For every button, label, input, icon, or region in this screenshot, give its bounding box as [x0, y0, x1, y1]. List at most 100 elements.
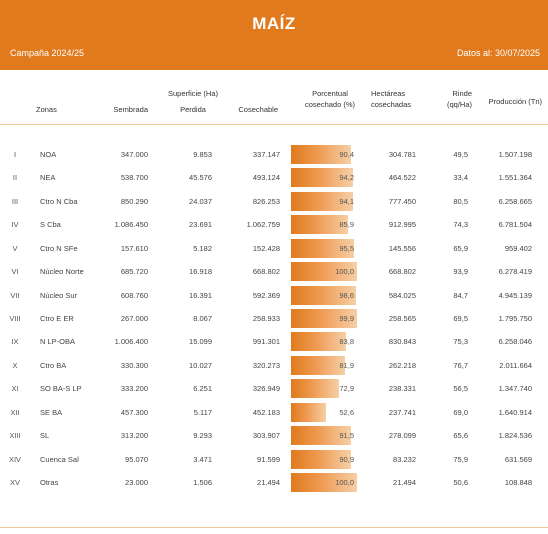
hectareas-value: 21.494 [393, 478, 416, 488]
perdida-value: 16.918 [189, 267, 212, 277]
page-title: MAÍZ [252, 14, 296, 33]
pct-label: 72,9 [339, 384, 354, 394]
produccion-value: 1.507.198 [498, 150, 532, 159]
pct-bar-track: 100,0 [291, 262, 357, 282]
row-number: IX [11, 337, 19, 347]
hectareas-value: 238.331 [388, 384, 416, 394]
footer-divider [0, 527, 548, 528]
pct-bar [291, 379, 340, 399]
pct-label: 90,9 [339, 454, 354, 464]
campaign-label: Campaña 2024/25 [10, 48, 85, 58]
table-row: II NEA 538.700 45.576 493.124 94,2 464.522 33,4… [0, 166, 548, 189]
col-header-hectareas-line2: cosechadas [371, 100, 412, 109]
produccion-value: 1.824.536 [498, 431, 532, 441]
pct-bar [291, 191, 354, 211]
col-header-sembrada: Sembrada [113, 105, 148, 114]
pct-label: 52,6 [339, 407, 354, 417]
perdida-value: 45.576 [189, 173, 212, 183]
sembrada-value: 347.000 [120, 150, 148, 159]
cosechable-value: 337.147 [252, 150, 280, 159]
zone-name: Otras [40, 478, 59, 488]
produccion-value: 6.258.046 [498, 337, 532, 347]
rinde-value: 76,7 [453, 360, 468, 370]
cosechable-value: 452.183 [252, 407, 280, 417]
perdida-value: 9.853 [193, 150, 212, 159]
hectareas-value: 668.802 [388, 267, 416, 277]
rinde-value: 69,0 [453, 407, 468, 417]
pct-label: 83,8 [339, 337, 354, 347]
hectareas-value: 777.450 [388, 196, 416, 206]
pct-bar-track: 90,9 [291, 449, 357, 469]
pct-bar-track: 85,9 [291, 215, 357, 235]
pct-label: 95,5 [339, 243, 354, 253]
hectareas-value: 258.565 [388, 314, 416, 323]
perdida-value: 9.293 [193, 431, 212, 441]
zone-name: SE BA [40, 407, 63, 417]
table-row: VII Núcleo Sur 608.760 16.391 592.369 98,6 584… [0, 284, 548, 307]
perdida-value: 1.506 [193, 478, 212, 488]
zone-name: Cuenca Sal [40, 454, 79, 464]
row-number: XV [9, 478, 20, 488]
pct-bar [291, 426, 352, 446]
pct-bar-track: 95,5 [291, 238, 357, 258]
perdida-value: 16.391 [189, 290, 212, 300]
sembrada-value: 267.000 [120, 314, 148, 323]
pct-bar [291, 473, 357, 493]
zone-name: Ctro E ER [40, 314, 74, 323]
rinde-value: 74,3 [453, 220, 468, 230]
sembrada-value: 333.200 [120, 384, 148, 394]
pct-bar-track: 72,9 [291, 379, 357, 399]
cosechable-value: 1.062.759 [246, 220, 280, 230]
pct-bar [291, 355, 346, 375]
col-header-perdida: Perdida [180, 105, 206, 114]
table-row: I NOA 347.000 9.853 337.147 90,4 304.781 49,5 1.… [0, 143, 548, 166]
hectareas-value: 584.025 [388, 290, 416, 300]
row-number: VII [10, 290, 20, 300]
col-header-cosechable: Cosechable [238, 105, 278, 114]
rinde-value: 69,5 [453, 314, 468, 323]
row-number: XIII [9, 431, 21, 441]
row-number: I [13, 150, 17, 159]
rinde-value: 56,5 [453, 384, 468, 394]
rinde-value: 33,4 [453, 173, 468, 183]
pct-bar-track: 52,6 [291, 402, 357, 422]
hectareas-value: 262.218 [388, 360, 416, 370]
col-header-porcentual-line2: cosechado (%) [304, 100, 356, 109]
perdida-value: 5.182 [193, 243, 212, 253]
zone-name: SO BA-S LP [40, 384, 82, 394]
zone-name: NEA [40, 173, 56, 183]
perdida-value: 23.691 [189, 220, 212, 230]
pct-bar [291, 145, 351, 164]
table-row: V Ctro N SFe 157.610 5.182 152.428 95,5 145.55… [0, 237, 548, 260]
hectareas-value: 278.099 [388, 431, 416, 441]
pct-bar-track: 91,5 [291, 426, 357, 446]
produccion-value: 108.848 [504, 478, 532, 488]
sembrada-value: 313.200 [120, 431, 148, 441]
cosechable-value: 493.124 [252, 173, 280, 183]
produccion-value: 6.258.665 [498, 196, 532, 206]
zone-name: Ctro N SFe [40, 243, 78, 253]
table-row: IX N LP-OBA 1.006.400 15.099 991.301 83,8 830.… [0, 330, 548, 353]
col-header-superficie: Superficie (Ha) [167, 89, 219, 98]
zone-name: Núcleo Sur [40, 290, 78, 300]
pct-bar-track: 94,1 [291, 191, 357, 211]
sembrada-value: 608.760 [120, 290, 148, 300]
table-row: XIV Cuenca Sal 95.070 3.471 91.599 90,9 83.232… [0, 448, 548, 471]
perdida-value: 3.471 [193, 454, 212, 464]
produccion-value: 4.945.139 [498, 290, 532, 300]
hectareas-value: 912.995 [388, 220, 416, 230]
header-banner: MAÍZ Campaña 2024/25 Datos al: 30/07/202… [0, 0, 548, 70]
rinde-value: 93,9 [453, 267, 468, 277]
pct-label: 90,4 [339, 150, 354, 159]
pct-label: 99,9 [339, 314, 354, 323]
sembrada-value: 1.006.400 [114, 337, 148, 347]
table-row: XII SE BA 457.300 5.117 452.183 52,6 237.741 69… [0, 401, 548, 424]
pct-label: 98,6 [339, 290, 354, 300]
cosechable-value: 320.273 [252, 360, 280, 370]
cosechable-value: 303.907 [252, 431, 280, 441]
header-divider [0, 124, 548, 125]
rinde-value: 84,7 [453, 290, 468, 300]
pct-label: 100,0 [335, 478, 354, 488]
sembrada-value: 685.720 [120, 267, 148, 277]
hectareas-value: 83.232 [393, 454, 416, 464]
